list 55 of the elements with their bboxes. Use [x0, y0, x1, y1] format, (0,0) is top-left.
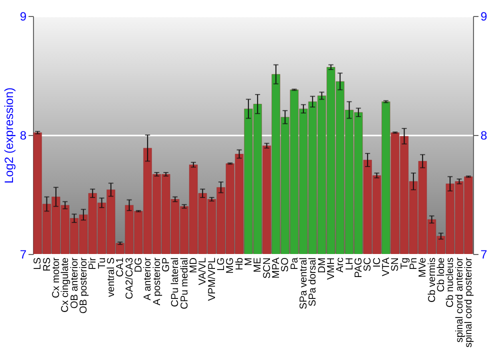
y2-tick-label: 9 — [480, 10, 488, 24]
x-tick-label: Cb nucleus — [445, 258, 456, 308]
y-tick-label: 9 — [20, 10, 27, 24]
x-tick-label: VPM/VPL — [206, 257, 218, 301]
x-tick-label: Pa — [289, 257, 300, 270]
x-tick-label: Cb vermis — [426, 258, 438, 303]
x-tick-label: ventral S — [106, 257, 117, 297]
x-tick-label: Tu — [96, 258, 108, 269]
x-tick-label: MPA — [270, 257, 282, 278]
x-tick-label: CPu lateral — [170, 258, 182, 307]
x-tick-label: LS — [32, 257, 44, 270]
x-tick-label: ME — [252, 257, 264, 272]
x-tick-label: A posterior — [152, 256, 163, 306]
x-tick-label: IC — [372, 258, 383, 268]
x-tick-label: Cb lobe — [436, 257, 447, 292]
x-tick-label: CA1 — [115, 257, 126, 277]
x-tick-label: MG — [225, 257, 236, 274]
x-tick-label: spinal cord anterior — [454, 256, 466, 343]
x-tick-label: GP — [160, 257, 172, 272]
x-tick-label: LH — [344, 258, 356, 270]
y-tick-label: 8 — [20, 128, 27, 142]
x-tick-label: SC — [362, 258, 374, 272]
x-tick-label: MD — [188, 258, 200, 274]
y-axis-title: Log2 (expression) — [2, 87, 16, 184]
x-tick-label: Tg — [399, 258, 410, 270]
y2-tick-label: 8 — [480, 128, 488, 142]
x-tick-label: PAG — [353, 257, 364, 278]
x-tick-label: RS — [42, 257, 53, 272]
x-tick-label: Cx cingulate — [60, 257, 72, 313]
x-tick-label: VTA — [380, 257, 392, 276]
x-tick-label: OB posterior — [78, 256, 90, 314]
x-tick-label: Cx motor — [50, 256, 62, 298]
x-tick-label: MVe — [418, 257, 429, 278]
x-tick-label: Hb — [234, 257, 246, 270]
x-tick-label: SO — [280, 257, 292, 272]
x-tick-label: VA/VL — [198, 257, 209, 286]
x-tick-label: A anterior — [142, 256, 154, 300]
x-tick-label: spinal cord posterior — [463, 256, 474, 348]
x-tick-label: Pn — [408, 258, 420, 270]
x-tick-label: VMH — [326, 258, 337, 280]
x-tick-label: SPa ventral — [298, 258, 310, 310]
x-tick-label: CA2/CA3 — [124, 257, 136, 300]
y2-tick-label: 7 — [480, 248, 488, 262]
x-tick-label: SCN — [262, 258, 273, 279]
x-tick-label: Pir — [88, 256, 99, 270]
x-tick-label: CPu medial — [179, 258, 190, 310]
x-tick-label: SPa dorsal — [308, 258, 319, 306]
x-tick-label: LG — [216, 257, 227, 271]
x-tick-label: M — [243, 258, 254, 266]
x-tick-label: DM — [316, 258, 328, 274]
x-tick-label: Arc — [335, 258, 346, 272]
x-tick-label: SN — [390, 258, 402, 272]
x-tick-label: OB anterior — [69, 256, 80, 309]
y-tick-label: 7 — [20, 248, 27, 262]
x-tick-label: DG — [133, 257, 144, 272]
